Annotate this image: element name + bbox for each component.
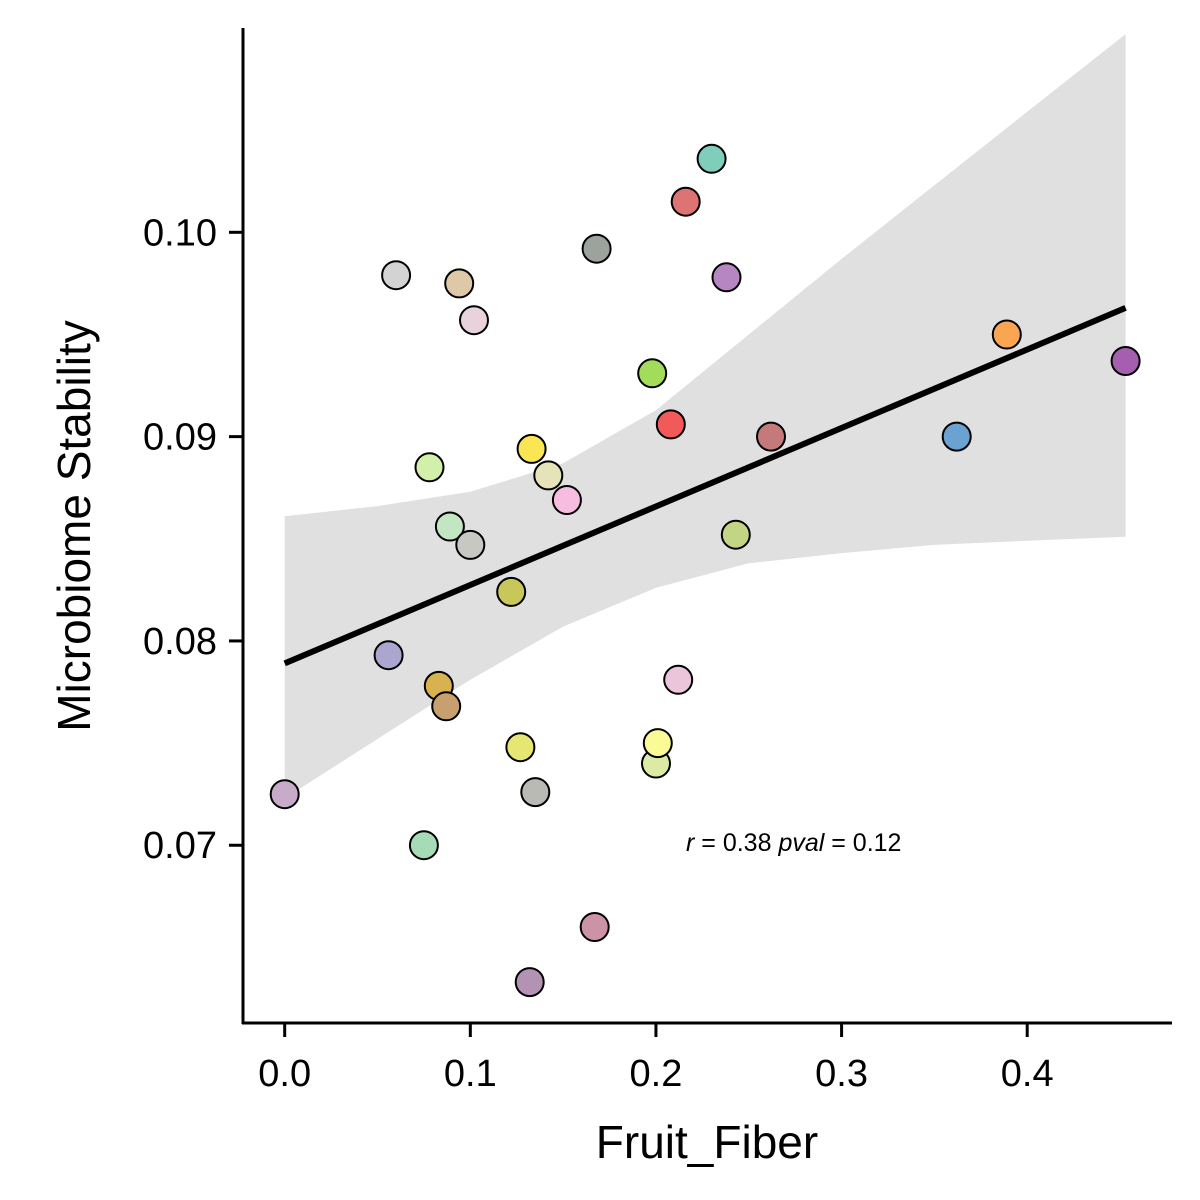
data-point — [455, 529, 486, 560]
data-point — [434, 511, 465, 542]
confidence-band — [284, 34, 1126, 799]
data-point — [431, 691, 462, 722]
data-point — [642, 728, 673, 759]
data-point — [408, 830, 439, 861]
data-point — [459, 305, 489, 336]
r-symbol: r — [686, 829, 696, 857]
data-point — [579, 912, 610, 942]
data-point — [1110, 346, 1141, 376]
x-tick-label: 0.3 — [815, 1053, 868, 1095]
data-point — [720, 519, 751, 550]
data-point — [269, 779, 300, 810]
data-point — [663, 664, 694, 695]
data-point — [581, 233, 612, 264]
y-tick-label: 0.09 — [143, 417, 217, 459]
data-point — [381, 260, 412, 291]
data-point — [696, 143, 727, 174]
data-point — [373, 640, 404, 671]
data-point — [505, 732, 536, 763]
data-point — [551, 485, 582, 515]
data-point — [670, 186, 701, 217]
stat-annotation: r = 0.38 pval = 0.12 — [686, 829, 901, 857]
data-point — [711, 262, 742, 293]
y-tick-label: 0.07 — [143, 825, 217, 867]
data-point — [637, 358, 668, 389]
x-tick-label: 0.0 — [258, 1053, 311, 1095]
data-point — [655, 409, 686, 440]
data-point — [991, 319, 1022, 350]
x-tick-label: 0.4 — [1001, 1053, 1054, 1095]
data-points — [269, 143, 1141, 998]
p-value: = 0.12 — [824, 829, 901, 857]
y-tick-label: 0.08 — [143, 621, 217, 663]
p-symbol: pval — [777, 829, 825, 857]
data-point — [496, 576, 527, 607]
x-axis-ticks: 0.0 0.1 0.2 0.3 0.4 — [258, 1023, 1054, 1095]
data-point — [520, 777, 551, 808]
y-axis-title: Microbiome Stability — [48, 320, 100, 732]
y-tick-label: 0.10 — [143, 212, 217, 254]
data-point — [414, 452, 445, 483]
r-value: = 0.38 — [694, 829, 778, 857]
data-point — [756, 421, 786, 452]
x-axis-title: Fruit_Fiber — [596, 1116, 818, 1168]
data-point — [514, 967, 545, 998]
data-point — [444, 268, 475, 299]
data-point — [941, 421, 972, 452]
y-axis-ticks: 0.07 0.08 0.09 0.10 — [143, 212, 243, 867]
x-tick-label: 0.1 — [444, 1053, 497, 1095]
x-tick-label: 0.2 — [630, 1053, 683, 1095]
regression-line — [283, 305, 1127, 667]
data-point — [516, 433, 547, 464]
data-point — [533, 460, 564, 491]
